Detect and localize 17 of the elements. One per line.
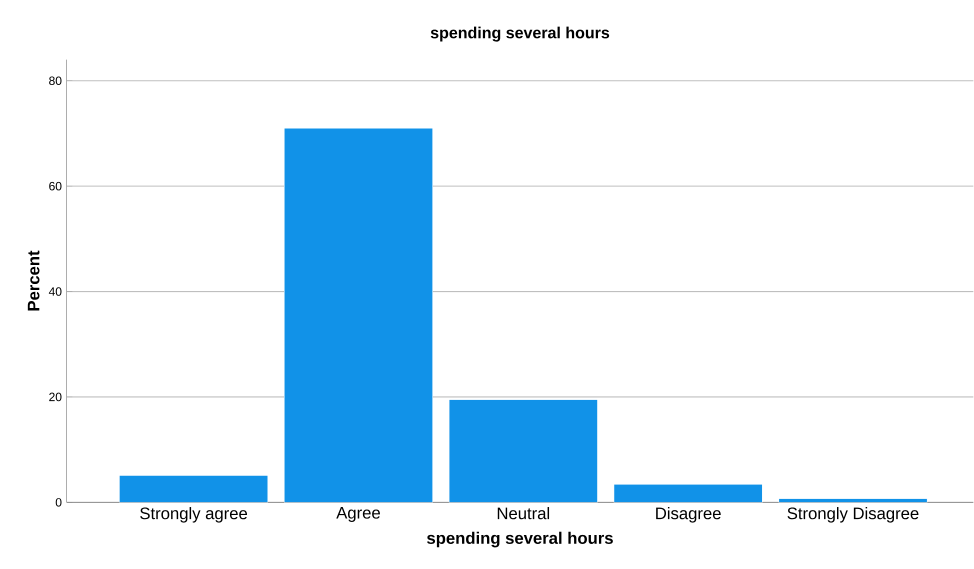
x-tick-label: Strongly agree xyxy=(140,507,248,523)
bar xyxy=(448,399,598,502)
y-tick-label: 20 xyxy=(49,392,62,402)
y-axis-title: Percent xyxy=(28,250,40,310)
x-tick-label: Strongly Disagree xyxy=(788,507,918,523)
bar xyxy=(119,475,268,502)
x-axis-title: spending several hours xyxy=(427,532,613,548)
x-tick-label: Disagree xyxy=(656,507,721,523)
x-tick-label: Agree xyxy=(336,507,380,522)
x-tick-label: Neutral xyxy=(498,507,550,520)
bar xyxy=(284,128,433,502)
y-tick-label: 40 xyxy=(48,287,62,296)
y-tick-label: 0 xyxy=(56,498,62,507)
y-tick-label: 80 xyxy=(49,76,62,86)
y-tick-label: 60 xyxy=(49,182,62,190)
bar xyxy=(614,484,763,502)
chart-title: spending several hours xyxy=(430,26,610,42)
